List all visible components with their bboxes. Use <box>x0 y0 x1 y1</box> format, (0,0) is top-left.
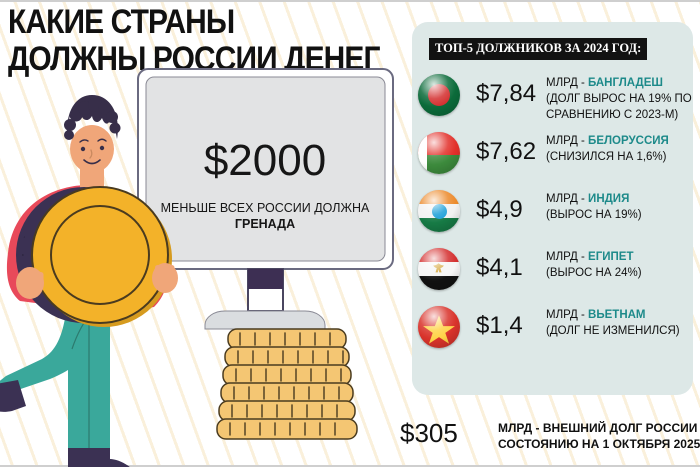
svg-text:МЕНЬШЕ ВСЕХ РОССИИ ДОЛЖНА: МЕНЬШЕ ВСЕХ РОССИИ ДОЛЖНА <box>161 201 370 215</box>
svg-text:ГРЕНАДА: ГРЕНАДА <box>235 217 295 231</box>
svg-text:$2000: $2000 <box>204 136 326 185</box>
